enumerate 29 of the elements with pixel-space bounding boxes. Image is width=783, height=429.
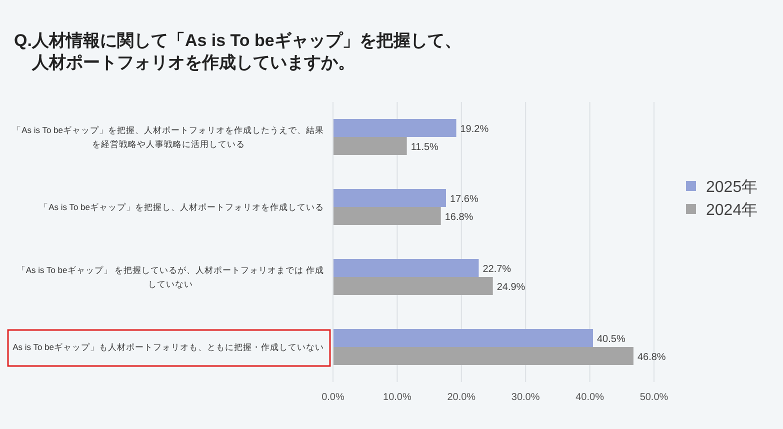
data-label: 24.9% (496, 282, 526, 293)
y-tick-label: 「As is To beギャップ」 を把握しているが、人材ポートフォリオまでは 作成していない (16, 265, 324, 289)
data-label: 11.5% (410, 142, 439, 153)
y-tick-label: 「As is To beギャップ」を把握、人材ポートフォリオを作成したうえで、結果を経営戦略や人事戦略に活用している (12, 125, 324, 149)
bar (333, 137, 407, 155)
legend-label: 2024年 (706, 202, 758, 219)
x-tick-label: 0.0% (322, 392, 345, 403)
bar (333, 259, 479, 277)
bar (333, 207, 441, 225)
x-tick-label: 30.0% (511, 392, 540, 403)
bar (333, 119, 456, 137)
y-tick-label: As is To beギャップ」も人材ポートフォリオも、ともに把握・作成していない (12, 342, 324, 352)
data-label: 46.8% (637, 352, 666, 363)
chart-title: Q.人材情報に関して「As is To beギャップ」を把握して、人材ポートフォリオを作成していますか。 (14, 31, 462, 72)
legend-label: 2025年 (706, 179, 758, 196)
x-tick-label: 20.0% (447, 392, 476, 403)
x-tick-label: 50.0% (640, 392, 668, 403)
data-label: 40.5% (597, 334, 626, 345)
bar (333, 277, 493, 295)
bar (333, 347, 634, 365)
x-tick-label: 10.0% (383, 392, 412, 403)
data-label: 19.2% (460, 124, 489, 135)
data-label: 16.8% (444, 212, 474, 223)
data-label: 22.7% (482, 264, 512, 275)
x-tick-label: 40.0% (576, 392, 604, 403)
bar (333, 329, 594, 347)
y-tick-label: 「As is To beギャップ」を把握し、人材ポートフォリオを作成している (40, 202, 324, 212)
bar (333, 189, 446, 207)
data-label: 17.6% (450, 194, 478, 205)
